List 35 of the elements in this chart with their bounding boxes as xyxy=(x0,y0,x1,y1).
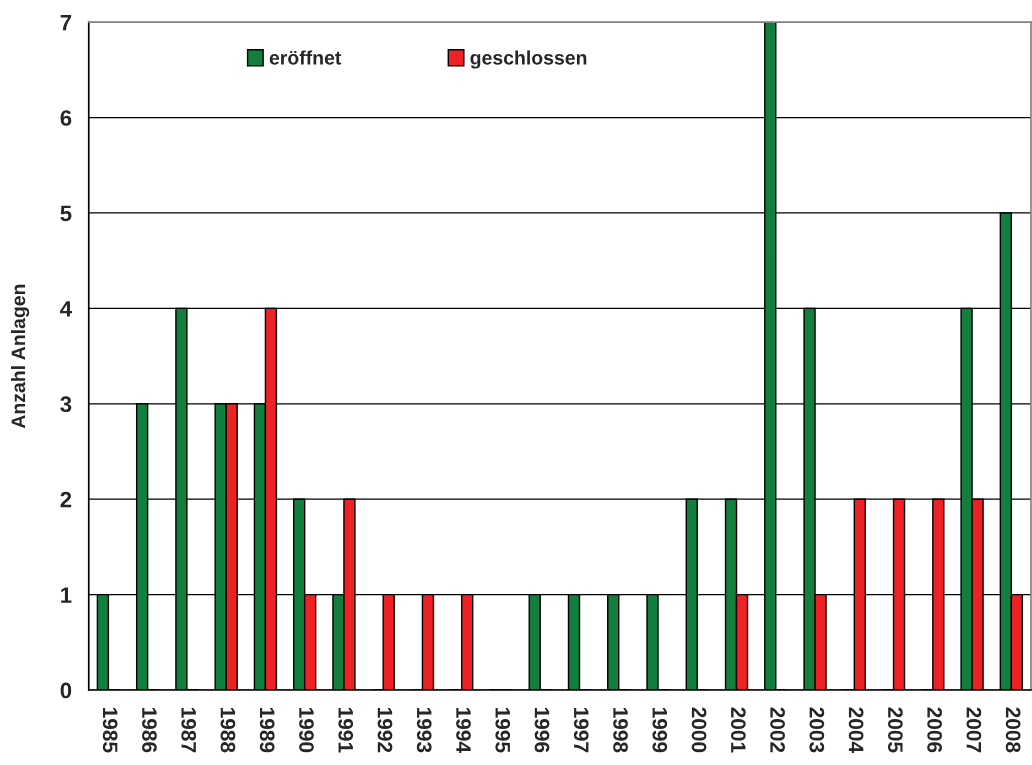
y-tick-label: 1 xyxy=(61,587,72,603)
y-tick-label: 0 xyxy=(60,682,72,699)
x-tick-label: 1999 xyxy=(652,708,668,753)
legend-label: geschlossen xyxy=(470,50,587,69)
x-tick-label: 1990 xyxy=(299,708,314,753)
x-tick-label: 1987 xyxy=(181,708,197,753)
x-tick-label: 1986 xyxy=(142,708,157,753)
x-tick-label: 2006 xyxy=(927,707,942,753)
legend-label: eröffnet xyxy=(269,50,342,65)
x-tick-label: 1997 xyxy=(573,708,589,753)
x-tick-label: 1985 xyxy=(102,708,118,753)
x-tick-label: 1994 xyxy=(456,708,471,753)
x-tick-label: 1988 xyxy=(220,708,236,753)
y-tick-label: 2 xyxy=(60,491,72,508)
x-tick-label: 2001 xyxy=(730,707,746,753)
x-tick-label: 2000 xyxy=(691,707,707,753)
x-tick-label: 2008 xyxy=(1005,707,1021,753)
x-tick-label: 1992 xyxy=(377,708,393,753)
y-tick-label: 6 xyxy=(60,110,72,126)
y-tick-label: 3 xyxy=(60,396,72,413)
x-tick-label: 2007 xyxy=(966,707,982,753)
x-tick-label: 1995 xyxy=(495,708,511,753)
x-tick-label: 1996 xyxy=(534,708,550,753)
y-axis-title: Anzahl Anlagen xyxy=(10,284,30,429)
x-tick-label: 1991 xyxy=(338,708,354,753)
x-tick-label: 2003 xyxy=(809,707,825,753)
x-tick-label: 1993 xyxy=(416,708,432,753)
x-tick-label: 2004 xyxy=(848,707,864,753)
x-tick-label: 1989 xyxy=(259,708,275,753)
x-tick-label: 2005 xyxy=(887,707,903,753)
x-tick-label: 1998 xyxy=(613,708,628,753)
x-tick-label: 2002 xyxy=(770,707,785,753)
y-tick-label: 4 xyxy=(60,301,72,317)
y-tick-label: 5 xyxy=(60,205,72,222)
y-tick-label: 7 xyxy=(60,14,72,31)
